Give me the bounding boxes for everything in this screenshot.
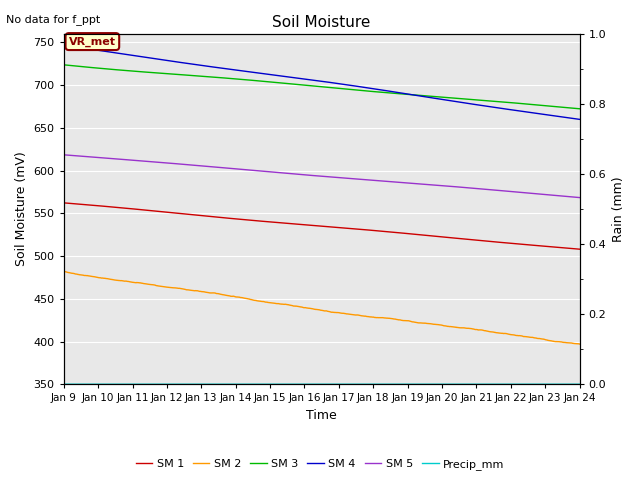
SM 1 [401,230,409,236]
Precip_mm [469,381,477,387]
Text: No data for f_ppt: No data for f_ppt [6,14,100,25]
SM 2 [469,326,477,332]
SM 5 [576,195,584,201]
SM 1 [232,216,240,222]
SM 3 [576,106,584,112]
SM 2 [576,341,584,347]
SM 2 [232,294,240,300]
SM 3 [515,100,522,106]
Precip_mm [175,381,182,387]
SM 5 [401,180,409,186]
SM 2 [60,269,68,275]
Precip_mm [515,381,522,387]
Precip_mm [60,381,68,387]
SM 4 [469,101,477,107]
SM 1 [469,237,477,243]
SM 1 [576,246,584,252]
SM 3 [60,62,68,68]
SM 2 [515,333,522,338]
SM 4 [60,42,68,48]
SM 3 [162,71,170,76]
SM 5 [60,152,68,158]
Y-axis label: Rain (mm): Rain (mm) [612,176,625,242]
SM 4 [515,108,522,114]
Y-axis label: Soil Moisture (mV): Soil Moisture (mV) [15,152,28,266]
Title: Soil Moisture: Soil Moisture [273,15,371,30]
Text: VR_met: VR_met [69,36,116,47]
SM 4 [576,117,584,122]
SM 4 [401,91,409,96]
Line: SM 2: SM 2 [64,272,580,344]
SM 3 [401,91,409,97]
SM 2 [401,318,409,324]
Precip_mm [162,381,170,387]
SM 3 [175,72,182,77]
SM 2 [175,286,182,291]
Legend: SM 1, SM 2, SM 3, SM 4, SM 5, Precip_mm: SM 1, SM 2, SM 3, SM 4, SM 5, Precip_mm [131,455,509,474]
SM 1 [175,210,182,216]
Precip_mm [401,381,409,387]
SM 5 [175,161,182,167]
SM 1 [60,200,68,206]
SM 4 [162,58,170,63]
SM 5 [515,189,522,195]
SM 5 [469,185,477,191]
SM 3 [469,96,477,102]
Precip_mm [232,381,240,387]
SM 4 [232,67,240,73]
X-axis label: Time: Time [307,409,337,422]
Line: SM 5: SM 5 [64,155,580,198]
Line: SM 4: SM 4 [64,45,580,120]
SM 3 [232,76,240,82]
SM 1 [162,209,170,215]
Line: SM 1: SM 1 [64,203,580,249]
SM 5 [232,166,240,172]
SM 4 [175,59,182,65]
SM 2 [162,284,170,290]
Precip_mm [576,381,584,387]
Line: SM 3: SM 3 [64,65,580,109]
SM 1 [515,241,522,247]
SM 5 [162,160,170,166]
